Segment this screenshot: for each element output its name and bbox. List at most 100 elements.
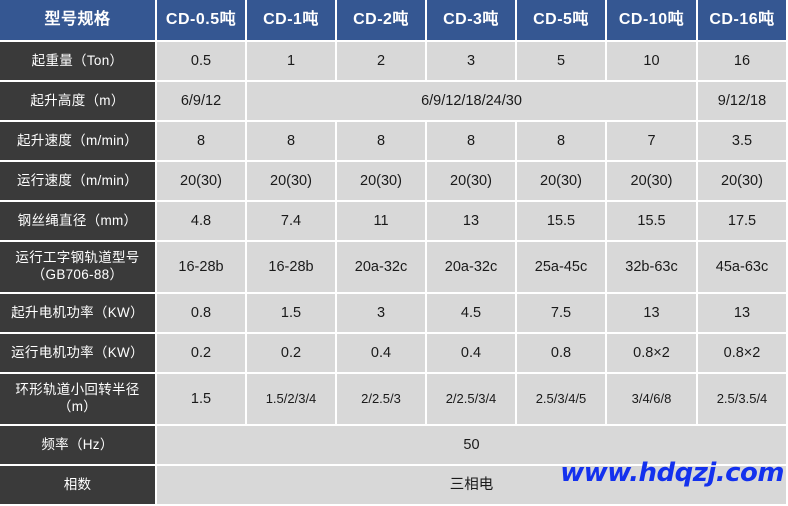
table-row: 起重量（Ton） 0.5 1 2 3 5 10 16 xyxy=(0,42,788,82)
cell-hoist-power-2: 3 xyxy=(337,294,427,334)
cell-track-2: 20a-32c xyxy=(337,242,427,294)
cell-rope-3: 13 xyxy=(427,202,517,242)
cell-travel-speed-3: 20(30) xyxy=(427,162,517,202)
header-cell-model: 型号规格 xyxy=(0,0,157,42)
cell-travel-power-4: 0.8 xyxy=(517,334,607,374)
table-row: 起升速度（m/min） 8 8 8 8 8 7 3.5 xyxy=(0,122,788,162)
cell-hoist-power-3: 4.5 xyxy=(427,294,517,334)
cell-radius-6: 2.5/3.5/4 xyxy=(698,374,788,426)
header-cell-cd-3t: CD-3吨 xyxy=(427,0,517,42)
table-row: 运行电机功率（KW） 0.2 0.2 0.4 0.4 0.8 0.8×2 0.8… xyxy=(0,334,788,374)
cell-lift-speed-2: 8 xyxy=(337,122,427,162)
cell-rope-1: 7.4 xyxy=(247,202,337,242)
cell-radius-2: 2/2.5/3 xyxy=(337,374,427,426)
cell-rope-4: 15.5 xyxy=(517,202,607,242)
cell-hoist-power-0: 0.8 xyxy=(157,294,247,334)
table-row: 环形轨道小回转半径 （m） 1.5 1.5/2/3/4 2/2.5/3 2/2.… xyxy=(0,374,788,426)
cell-track-6: 45a-63c xyxy=(698,242,788,294)
cell-frequency-merged: 50 xyxy=(157,426,788,466)
table-row: 频率（Hz） 50 xyxy=(0,426,788,466)
row-label-frequency: 频率（Hz） xyxy=(0,426,157,466)
cell-track-3: 20a-32c xyxy=(427,242,517,294)
cell-track-1: 16-28b xyxy=(247,242,337,294)
table-row: 相数 三相电 xyxy=(0,466,788,506)
cell-travel-speed-2: 20(30) xyxy=(337,162,427,202)
cell-radius-1: 1.5/2/3/4 xyxy=(247,374,337,426)
cell-radius-4: 2.5/3/4/5 xyxy=(517,374,607,426)
row-label-lifting-height: 起升高度（m） xyxy=(0,82,157,122)
cell-lift-speed-6: 3.5 xyxy=(698,122,788,162)
cell-hoist-power-4: 7.5 xyxy=(517,294,607,334)
header-row: 型号规格 CD-0.5吨 CD-1吨 CD-2吨 CD-3吨 CD-5吨 CD-… xyxy=(0,0,788,42)
row-label-travel-motor-power: 运行电机功率（KW） xyxy=(0,334,157,374)
row-label-travel-speed: 运行速度（m/min） xyxy=(0,162,157,202)
header-cell-cd-0-5t: CD-0.5吨 xyxy=(157,0,247,42)
row-label-lifting-speed: 起升速度（m/min） xyxy=(0,122,157,162)
cell-capacity-3: 3 xyxy=(427,42,517,82)
cell-lift-speed-4: 8 xyxy=(517,122,607,162)
row-label-line-1: 环形轨道小回转半径 xyxy=(15,382,140,398)
row-label-ibeam-track-model: 运行工字钢轨道型号 （GB706-88） xyxy=(0,242,157,294)
cell-capacity-0: 0.5 xyxy=(157,42,247,82)
cell-travel-power-2: 0.4 xyxy=(337,334,427,374)
cell-travel-power-5: 0.8×2 xyxy=(607,334,698,374)
cell-hoist-power-6: 13 xyxy=(698,294,788,334)
cell-travel-speed-0: 20(30) xyxy=(157,162,247,202)
table-row: 起升电机功率（KW） 0.8 1.5 3 4.5 7.5 13 13 xyxy=(0,294,788,334)
table-row: 起升高度（m） 6/9/12 6/9/12/18/24/30 9/12/18 xyxy=(0,82,788,122)
cell-hoist-power-5: 13 xyxy=(607,294,698,334)
cell-track-5: 32b-63c xyxy=(607,242,698,294)
cell-travel-speed-6: 20(30) xyxy=(698,162,788,202)
cell-capacity-5: 10 xyxy=(607,42,698,82)
header-cell-cd-2t: CD-2吨 xyxy=(337,0,427,42)
cell-capacity-1: 1 xyxy=(247,42,337,82)
cell-travel-speed-5: 20(30) xyxy=(607,162,698,202)
cell-lift-speed-1: 8 xyxy=(247,122,337,162)
cell-travel-power-3: 0.4 xyxy=(427,334,517,374)
cell-rope-2: 11 xyxy=(337,202,427,242)
cell-lift-speed-5: 7 xyxy=(607,122,698,162)
cell-height-2: 9/12/18 xyxy=(698,82,788,122)
row-label-hoist-motor-power: 起升电机功率（KW） xyxy=(0,294,157,334)
row-label-line-1: 运行工字钢轨道型号 xyxy=(15,250,140,266)
cell-capacity-6: 16 xyxy=(698,42,788,82)
row-label-line-2: （m） xyxy=(57,399,98,414)
cell-track-4: 25a-45c xyxy=(517,242,607,294)
table-header: 型号规格 CD-0.5吨 CD-1吨 CD-2吨 CD-3吨 CD-5吨 CD-… xyxy=(0,0,788,42)
cell-rope-0: 4.8 xyxy=(157,202,247,242)
header-cell-cd-1t: CD-1吨 xyxy=(247,0,337,42)
cell-capacity-4: 5 xyxy=(517,42,607,82)
row-label-wire-rope-diameter: 钢丝绳直径（mm） xyxy=(0,202,157,242)
cell-hoist-power-1: 1.5 xyxy=(247,294,337,334)
cell-height-merged: 6/9/12/18/24/30 xyxy=(247,82,698,122)
table-body: 起重量（Ton） 0.5 1 2 3 5 10 16 起升高度（m） 6/9/1… xyxy=(0,42,788,506)
row-label-phase-count: 相数 xyxy=(0,466,157,506)
row-label-min-turning-radius: 环形轨道小回转半径 （m） xyxy=(0,374,157,426)
cell-rope-6: 17.5 xyxy=(698,202,788,242)
cell-capacity-2: 2 xyxy=(337,42,427,82)
cell-rope-5: 15.5 xyxy=(607,202,698,242)
cell-height-0: 6/9/12 xyxy=(157,82,247,122)
header-cell-cd-10t: CD-10吨 xyxy=(607,0,698,42)
table-row: 运行工字钢轨道型号 （GB706-88） 16-28b 16-28b 20a-3… xyxy=(0,242,788,294)
cell-travel-speed-1: 20(30) xyxy=(247,162,337,202)
cell-travel-power-1: 0.2 xyxy=(247,334,337,374)
cell-travel-power-6: 0.8×2 xyxy=(698,334,788,374)
cell-radius-3: 2/2.5/3/4 xyxy=(427,374,517,426)
cell-radius-5: 3/4/6/8 xyxy=(607,374,698,426)
table-row: 运行速度（m/min） 20(30) 20(30) 20(30) 20(30) … xyxy=(0,162,788,202)
table-row: 钢丝绳直径（mm） 4.8 7.4 11 13 15.5 15.5 17.5 xyxy=(0,202,788,242)
cell-phase-merged: 三相电 xyxy=(157,466,788,506)
cell-travel-power-0: 0.2 xyxy=(157,334,247,374)
row-label-line-2: （GB706-88） xyxy=(31,267,124,282)
cell-lift-speed-3: 8 xyxy=(427,122,517,162)
row-label-lifting-capacity: 起重量（Ton） xyxy=(0,42,157,82)
header-cell-cd-5t: CD-5吨 xyxy=(517,0,607,42)
cell-radius-0: 1.5 xyxy=(157,374,247,426)
cell-travel-speed-4: 20(30) xyxy=(517,162,607,202)
cell-track-0: 16-28b xyxy=(157,242,247,294)
cell-lift-speed-0: 8 xyxy=(157,122,247,162)
header-cell-cd-16t: CD-16吨 xyxy=(698,0,788,42)
